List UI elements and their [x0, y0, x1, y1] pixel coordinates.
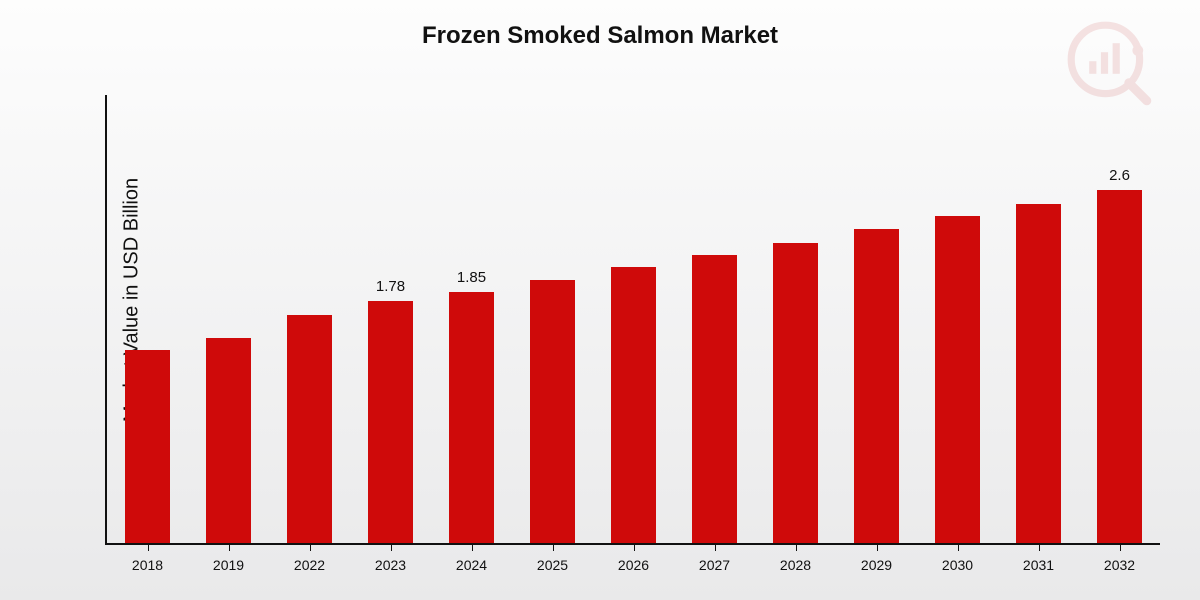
- x-axis-category: 2018: [132, 557, 163, 573]
- x-axis-category: 2028: [780, 557, 811, 573]
- x-tick: [310, 543, 311, 551]
- bar: [935, 216, 980, 543]
- bar: [1016, 204, 1061, 543]
- bar: [125, 350, 170, 543]
- bar: [206, 338, 251, 543]
- x-tick: [391, 543, 392, 551]
- x-axis-category: 2032: [1104, 557, 1135, 573]
- x-tick: [148, 543, 149, 551]
- bar: [449, 292, 494, 543]
- bar: [287, 315, 332, 543]
- chart-title: Frozen Smoked Salmon Market: [0, 22, 1200, 50]
- bar: [368, 301, 413, 543]
- x-tick: [1039, 543, 1040, 551]
- x-axis-category: 2031: [1023, 557, 1054, 573]
- bar-value-label: 2.6: [1109, 167, 1130, 184]
- x-tick: [229, 543, 230, 551]
- x-tick: [1120, 543, 1121, 551]
- bar: [692, 255, 737, 543]
- x-tick: [796, 543, 797, 551]
- x-axis-category: 2029: [861, 557, 892, 573]
- x-tick: [877, 543, 878, 551]
- x-axis-category: 2025: [537, 557, 568, 573]
- x-tick: [553, 543, 554, 551]
- x-axis-category: 2022: [294, 557, 325, 573]
- bar-value-label: 1.85: [457, 269, 486, 286]
- bar: [854, 229, 899, 543]
- bar: [530, 280, 575, 543]
- x-axis-category: 2023: [375, 557, 406, 573]
- x-tick: [472, 543, 473, 551]
- bar: [773, 243, 818, 543]
- bar: [1097, 190, 1142, 543]
- x-axis-category: 2030: [942, 557, 973, 573]
- x-axis-category: 2026: [618, 557, 649, 573]
- x-axis-category: 2027: [699, 557, 730, 573]
- chart-plot-area: 20182019202220231.7820241.85202520262027…: [105, 95, 1160, 545]
- bar-value-label: 1.78: [376, 278, 405, 295]
- x-axis-category: 2019: [213, 557, 244, 573]
- bar: [611, 267, 656, 543]
- x-axis-category: 2024: [456, 557, 487, 573]
- x-tick: [958, 543, 959, 551]
- x-tick: [715, 543, 716, 551]
- x-tick: [634, 543, 635, 551]
